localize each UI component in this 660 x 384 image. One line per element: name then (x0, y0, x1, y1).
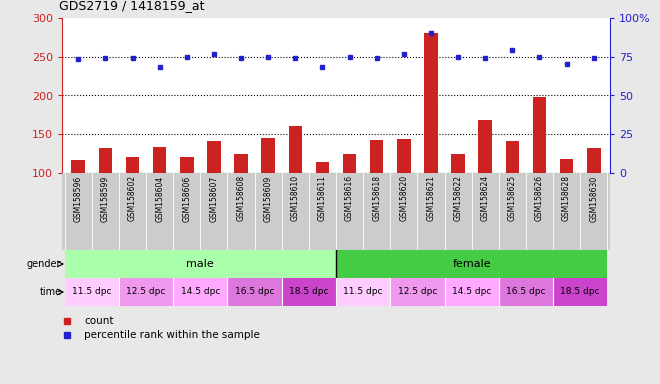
Text: GSM158610: GSM158610 (291, 175, 300, 222)
Bar (65, 250, 336, 278)
Bar (499, 278, 553, 306)
Bar (71, 160, 85, 173)
Bar (424, 33, 438, 173)
Text: GSM158621: GSM158621 (426, 175, 436, 221)
Bar (98, 148, 112, 173)
Bar (445, 278, 499, 306)
Bar (228, 278, 282, 306)
Bar (336, 278, 390, 306)
Bar (397, 139, 411, 173)
Text: GSM158608: GSM158608 (236, 175, 246, 222)
Text: GSM158620: GSM158620 (399, 175, 409, 222)
Text: GSM158602: GSM158602 (128, 175, 137, 222)
Text: GSM158624: GSM158624 (480, 175, 490, 222)
Text: GSM158604: GSM158604 (155, 175, 164, 222)
Text: GSM158628: GSM158628 (562, 175, 571, 221)
Bar (180, 157, 193, 173)
Bar (153, 147, 166, 173)
Text: 14.5 dpc: 14.5 dpc (452, 288, 491, 296)
Text: GSM158611: GSM158611 (318, 175, 327, 221)
Text: 12.5 dpc: 12.5 dpc (127, 288, 166, 296)
Bar (343, 154, 356, 173)
Bar (336, 250, 607, 278)
Bar (370, 141, 383, 173)
Text: GSM158607: GSM158607 (209, 175, 218, 222)
Text: 18.5 dpc: 18.5 dpc (560, 288, 600, 296)
Bar (553, 278, 607, 306)
Text: GSM158616: GSM158616 (345, 175, 354, 222)
Text: 12.5 dpc: 12.5 dpc (398, 288, 437, 296)
Text: GSM158609: GSM158609 (264, 175, 273, 222)
Bar (65, 278, 119, 306)
Bar (126, 157, 139, 173)
Text: time: time (40, 287, 61, 297)
Bar (207, 141, 220, 173)
Bar (390, 278, 445, 306)
Bar (315, 162, 329, 173)
Bar (119, 278, 173, 306)
Text: percentile rank within the sample: percentile rank within the sample (84, 330, 260, 340)
Bar (587, 148, 601, 173)
Text: GSM158599: GSM158599 (101, 175, 110, 222)
Text: 16.5 dpc: 16.5 dpc (235, 288, 275, 296)
Text: GSM158626: GSM158626 (535, 175, 544, 222)
Text: gender: gender (27, 259, 61, 269)
Bar (533, 97, 546, 173)
Text: female: female (452, 259, 491, 269)
Bar (478, 119, 492, 173)
Text: GSM158596: GSM158596 (74, 175, 82, 222)
Bar (288, 126, 302, 173)
Text: GSM158630: GSM158630 (589, 175, 598, 222)
Bar (173, 278, 228, 306)
Text: GSM158625: GSM158625 (508, 175, 517, 222)
Bar (560, 159, 574, 173)
Text: GSM158618: GSM158618 (372, 175, 381, 221)
Bar (282, 278, 336, 306)
Text: 11.5 dpc: 11.5 dpc (343, 288, 383, 296)
Text: GSM158622: GSM158622 (453, 175, 463, 221)
Text: 16.5 dpc: 16.5 dpc (506, 288, 546, 296)
Text: male: male (187, 259, 214, 269)
Text: 14.5 dpc: 14.5 dpc (181, 288, 220, 296)
Text: count: count (84, 316, 114, 326)
Text: 18.5 dpc: 18.5 dpc (289, 288, 329, 296)
Bar (451, 154, 465, 173)
Text: 11.5 dpc: 11.5 dpc (72, 288, 112, 296)
Text: GDS2719 / 1418159_at: GDS2719 / 1418159_at (59, 0, 204, 12)
Bar (506, 141, 519, 173)
Bar (261, 138, 275, 173)
Text: GSM158606: GSM158606 (182, 175, 191, 222)
Bar (234, 154, 248, 173)
